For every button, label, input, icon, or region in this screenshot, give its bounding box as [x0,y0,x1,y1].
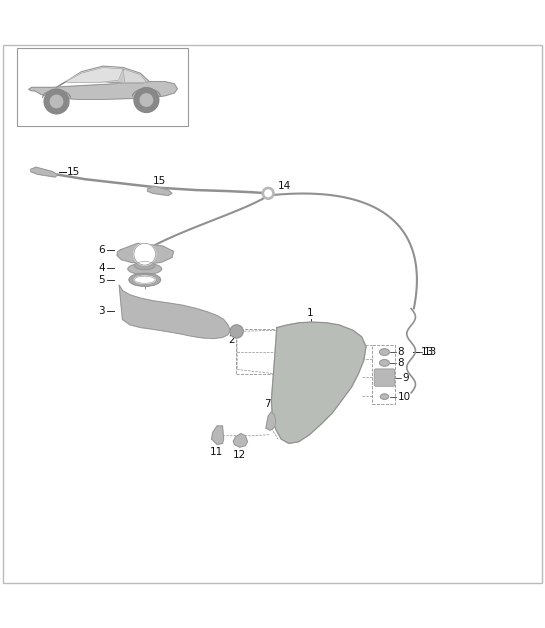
Ellipse shape [380,394,389,399]
Circle shape [44,89,69,114]
Polygon shape [266,412,276,430]
Text: 5: 5 [99,275,105,284]
Text: 15: 15 [153,176,166,187]
Polygon shape [66,68,123,82]
Text: 2: 2 [228,335,235,345]
Circle shape [230,325,243,338]
Text: 6: 6 [99,245,105,255]
Text: 13: 13 [423,347,437,357]
Text: 9: 9 [402,372,409,382]
Text: 11: 11 [210,447,223,457]
Bar [235,329,279,374]
Text: 12: 12 [233,450,246,460]
Polygon shape [211,426,223,445]
Polygon shape [271,322,366,443]
Bar [17,48,188,126]
Circle shape [134,88,159,112]
Circle shape [134,243,156,265]
Text: 10: 10 [397,392,410,402]
Circle shape [262,187,274,199]
Ellipse shape [129,273,161,286]
Polygon shape [29,82,177,99]
Ellipse shape [379,349,389,355]
Text: 7: 7 [264,399,270,409]
Circle shape [140,94,153,106]
Text: 4: 4 [99,263,105,273]
Text: 8: 8 [397,358,404,368]
Polygon shape [31,167,58,177]
Ellipse shape [135,261,155,269]
Text: 13: 13 [421,347,434,357]
Text: 15: 15 [67,167,80,177]
Polygon shape [117,243,173,264]
Circle shape [265,190,271,197]
Polygon shape [148,187,172,195]
Polygon shape [57,66,149,87]
Polygon shape [119,285,230,338]
Circle shape [50,95,63,107]
FancyBboxPatch shape [374,369,395,386]
Text: 1: 1 [307,308,314,318]
Ellipse shape [135,276,155,283]
Bar [372,345,395,404]
Text: 8: 8 [397,347,404,357]
Ellipse shape [379,360,389,366]
Polygon shape [123,69,147,82]
Ellipse shape [128,263,162,274]
Polygon shape [233,433,247,447]
Text: 14: 14 [278,181,291,191]
Text: 3: 3 [99,306,105,317]
